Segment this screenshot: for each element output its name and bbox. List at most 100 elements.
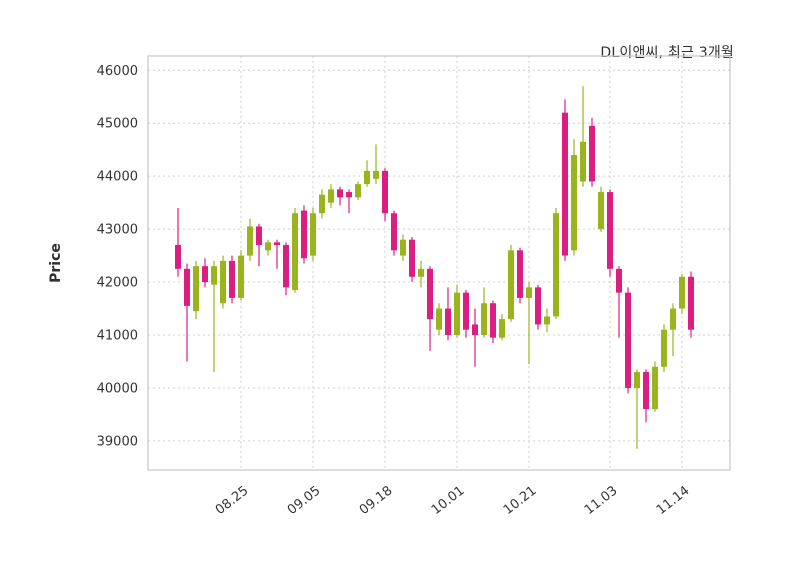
- candle: [652, 361, 658, 412]
- candle: [409, 237, 415, 283]
- candle-body: [634, 372, 640, 388]
- candle: [643, 369, 649, 423]
- candle: [391, 210, 397, 256]
- candle-body: [337, 189, 343, 198]
- candle-body: [211, 266, 217, 285]
- candle: [238, 250, 244, 301]
- candle-body: [310, 213, 316, 256]
- candle-body: [661, 329, 667, 367]
- candle: [220, 255, 226, 309]
- candle: [283, 242, 289, 296]
- candle-body: [274, 242, 280, 245]
- candle: [679, 274, 685, 314]
- candle: [193, 260, 199, 320]
- candle: [472, 308, 478, 367]
- candle: [436, 303, 442, 335]
- candle-body: [481, 303, 487, 335]
- candle-body: [256, 226, 262, 245]
- candle: [661, 324, 667, 373]
- candle-body: [355, 184, 361, 198]
- x-tick-label: 10.01: [429, 483, 468, 518]
- candle: [535, 284, 541, 330]
- candle: [202, 258, 208, 288]
- candle-body: [670, 308, 676, 330]
- candle-body: [589, 125, 595, 182]
- candle: [319, 189, 325, 219]
- candle-body: [643, 372, 649, 410]
- candle-body: [193, 266, 199, 312]
- candle: [499, 313, 505, 341]
- candle-body: [436, 308, 442, 330]
- candle-body: [283, 245, 289, 288]
- candle: [229, 255, 235, 304]
- candle: [373, 144, 379, 185]
- candle: [274, 239, 280, 269]
- candle: [382, 168, 388, 222]
- candle: [625, 287, 631, 394]
- candle-body: [472, 324, 478, 335]
- candle: [463, 290, 469, 338]
- candle: [481, 287, 487, 338]
- x-tick-label: 09.18: [357, 483, 396, 518]
- candle-body: [553, 213, 559, 317]
- candle-body: [571, 155, 577, 251]
- candle: [292, 207, 298, 293]
- candle: [328, 184, 334, 208]
- candle-body: [454, 292, 460, 335]
- candle-body: [382, 170, 388, 214]
- candle: [589, 117, 595, 187]
- candle: [562, 99, 568, 261]
- y-tick-label: 44000: [97, 170, 138, 185]
- candle-body: [625, 292, 631, 388]
- candle-body: [490, 303, 496, 338]
- plot-frame: [147, 55, 731, 471]
- candle: [247, 218, 253, 261]
- y-tick-label: 41000: [97, 329, 138, 344]
- candle-body: [418, 268, 424, 277]
- x-tick-label: 09.05: [285, 483, 324, 518]
- candle-body: [526, 287, 532, 298]
- candle-body: [652, 366, 658, 410]
- candle-body: [679, 276, 685, 309]
- y-tick-label: 46000: [97, 64, 138, 79]
- candle: [517, 247, 523, 304]
- candle-body: [175, 245, 181, 269]
- candle: [616, 266, 622, 338]
- candle-body: [400, 239, 406, 256]
- candle-body: [607, 192, 613, 269]
- candle: [301, 205, 307, 264]
- candle: [544, 308, 550, 333]
- candle: [490, 300, 496, 343]
- candle: [184, 263, 190, 362]
- candle-body: [616, 268, 622, 293]
- candle-body: [508, 250, 514, 320]
- candle-body: [562, 112, 568, 256]
- candle-body: [238, 255, 244, 298]
- candle: [634, 369, 640, 449]
- x-tick-label: 11.03: [582, 483, 621, 518]
- candle: [346, 189, 352, 214]
- candle-body: [247, 226, 253, 256]
- candle-body: [580, 141, 586, 182]
- candle: [175, 207, 181, 277]
- candle: [418, 260, 424, 288]
- y-tick-label: 43000: [97, 223, 138, 238]
- candle-body: [229, 260, 235, 298]
- candle: [355, 181, 361, 200]
- y-tick-label: 40000: [97, 381, 138, 396]
- candle-body: [184, 268, 190, 306]
- candle: [445, 287, 451, 341]
- candle: [310, 207, 316, 261]
- candle-body: [373, 170, 379, 179]
- candle: [211, 260, 217, 373]
- candle: [580, 86, 586, 187]
- y-tick-label: 42000: [97, 276, 138, 291]
- candle-body: [499, 319, 505, 338]
- candle-body: [688, 276, 694, 330]
- candle-body: [463, 292, 469, 330]
- candle-body: [301, 210, 307, 259]
- candle: [526, 282, 532, 365]
- candle-body: [220, 260, 226, 304]
